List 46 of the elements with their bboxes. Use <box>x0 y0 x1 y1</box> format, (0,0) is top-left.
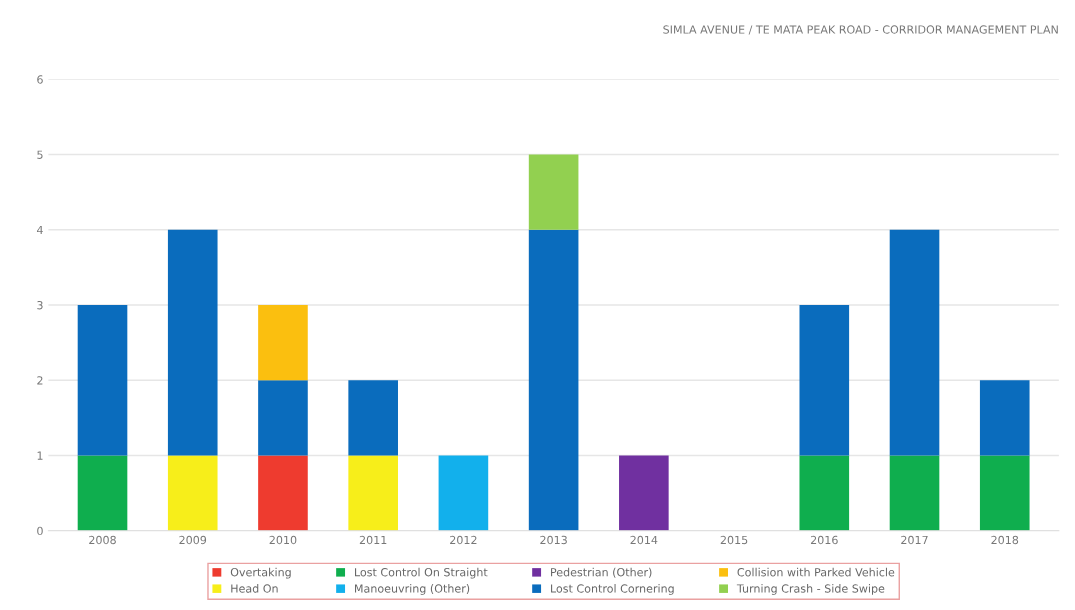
bar <box>528 154 579 230</box>
x-tick-label: 2018 <box>991 535 1019 545</box>
x-tick-label: 2013 <box>540 535 567 545</box>
legend-label: Lost Control Cornering <box>551 584 674 595</box>
x-tick-label: 2008 <box>89 535 116 545</box>
bar <box>799 305 850 456</box>
y-tick-label: 6 <box>37 75 43 84</box>
bar <box>77 455 128 531</box>
bar <box>348 455 398 531</box>
bar <box>77 305 128 456</box>
bar <box>528 229 579 531</box>
bar <box>979 455 1030 531</box>
legend-label: Head On <box>231 584 278 593</box>
bar <box>258 455 308 531</box>
bar <box>167 455 218 531</box>
y-tick-label: 3 <box>37 300 43 310</box>
bar <box>258 380 308 456</box>
bar <box>799 455 850 531</box>
bar <box>889 229 940 456</box>
bar <box>348 380 398 456</box>
y-tick-label: 1 <box>37 451 43 460</box>
y-tick-label: 4 <box>36 225 43 234</box>
x-tick-label: 2010 <box>269 535 297 545</box>
bar <box>619 455 669 531</box>
legend-label: Pedestrian (Other) <box>551 567 652 578</box>
x-tick-label: 2011 <box>359 535 387 545</box>
y-tick-label: 5 <box>37 150 43 159</box>
legend-label: Turning Crash - Side Swipe <box>736 584 885 595</box>
legend-label: Lost Control On Straight <box>355 567 488 579</box>
x-tick-label: 2012 <box>450 535 477 545</box>
legend-label: Collision with Parked Vehicle <box>737 567 895 577</box>
x-tick-label: 2015 <box>720 535 748 545</box>
bar <box>889 455 940 531</box>
legend-label: Manoeuvring (Other) <box>355 584 470 595</box>
bar <box>167 229 218 456</box>
bar <box>438 455 489 531</box>
x-tick-label: 2017 <box>901 535 928 545</box>
y-tick-label: 2 <box>37 376 43 385</box>
legend-label: Overtaking <box>230 567 291 579</box>
x-tick-label: 2009 <box>179 535 207 545</box>
chart-title: SIMLA AVENUE / TE MATA PEAK ROAD - CORRIDOR MANAGEMENT PLAN <box>663 25 1058 35</box>
bar <box>979 380 1030 456</box>
x-tick-label: 2014 <box>630 535 658 545</box>
x-tick-label: 2016 <box>810 535 838 545</box>
bar <box>258 305 308 381</box>
y-tick-label: 0 <box>37 526 43 536</box>
